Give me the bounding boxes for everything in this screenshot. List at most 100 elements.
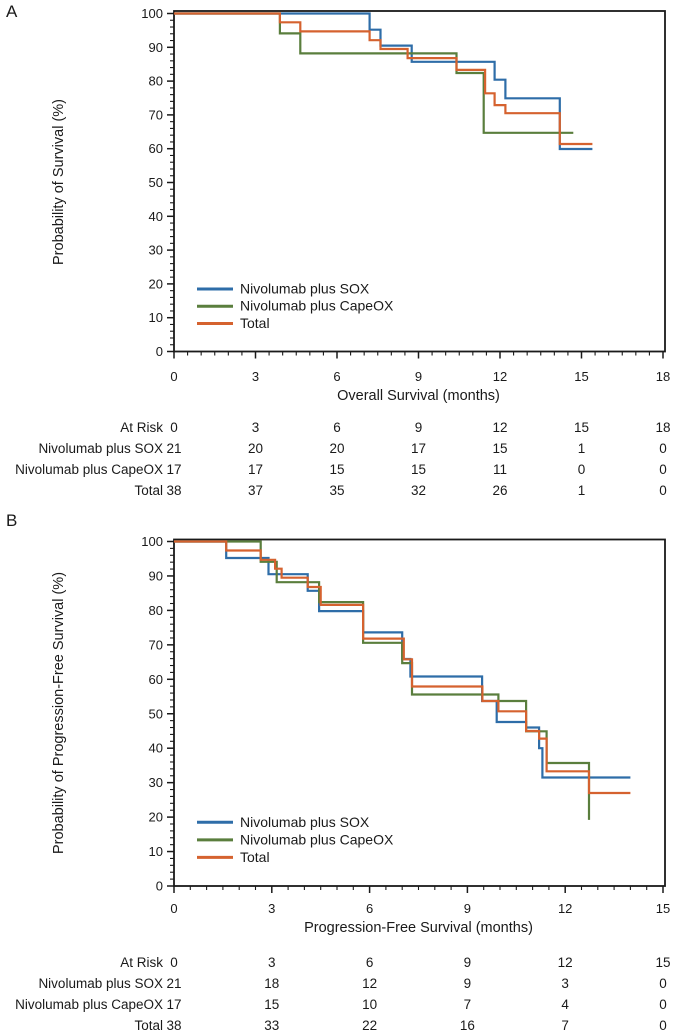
legend-label: Total [240, 849, 270, 865]
series-path-total [174, 540, 631, 795]
series-path-total [174, 12, 593, 146]
y-tick-label: 20 [149, 276, 163, 291]
x-axis-title: Progression-Free Survival (months) [304, 920, 533, 936]
at-risk-header-month: 12 [557, 955, 573, 970]
y-tick-label: 70 [149, 637, 163, 652]
at-risk-value: 37 [247, 483, 264, 498]
at-risk-value: 10 [362, 997, 378, 1012]
at-risk-value: 17 [166, 997, 182, 1012]
legend-label: Nivolumab plus CapeOX [240, 831, 394, 847]
at-risk-value: 0 [659, 997, 667, 1012]
y-tick-label: 40 [149, 209, 163, 224]
at-risk-value: 9 [463, 976, 472, 991]
at-risk-value: 1 [577, 441, 586, 456]
at-risk-value: 17 [247, 462, 264, 477]
panel-b-label: B [6, 511, 18, 530]
series-path-nivolumab-plus-capeox [174, 540, 591, 820]
at-risk-value: 38 [166, 483, 182, 498]
y-tick-label: 0 [156, 879, 163, 894]
plot-frame [173, 10, 666, 353]
y-axis-title: Probability of Survival (%) [51, 99, 67, 265]
y-axis-title: Probability of Progression-Free Survival… [51, 572, 67, 854]
at-risk-value: 1 [577, 483, 586, 498]
x-tick-label: 12 [558, 901, 572, 916]
y-tick-label: 20 [149, 810, 163, 825]
at-risk-row-label: Total [134, 1018, 163, 1033]
at-risk-header-month: 6 [333, 420, 341, 435]
at-risk-value: 16 [459, 1018, 475, 1033]
at-risk-value: 3 [561, 976, 569, 991]
y-tick-label: 10 [149, 310, 163, 325]
y-tick-label: 10 [149, 844, 163, 859]
y-tick-label: 60 [149, 141, 163, 156]
at-risk-value: 20 [329, 441, 345, 456]
at-risk-row-label: Nivolumab plus CapeOX [15, 462, 163, 477]
at-risk-value: 0 [659, 441, 667, 456]
x-tick-label: 3 [252, 369, 259, 384]
y-tick-label: 50 [149, 175, 163, 190]
at-risk-value: 21 [166, 441, 182, 456]
x-tick-label: 3 [268, 901, 275, 916]
at-risk-row-label: Nivolumab plus SOX [38, 441, 163, 456]
at-risk-row-label: Nivolumab plus CapeOX [15, 997, 163, 1012]
y-tick-label: 80 [149, 74, 163, 89]
at-risk-value: 20 [247, 441, 264, 456]
at-risk-header-month: 9 [414, 420, 423, 435]
at-risk-value: 18 [264, 976, 280, 991]
y-tick-label: 90 [149, 568, 163, 583]
at-risk-header-month: 3 [251, 420, 260, 435]
at-risk-row-label: Total [134, 483, 163, 498]
at-risk-header-label: At Risk [120, 420, 163, 435]
y-tick-label: 60 [149, 672, 163, 687]
at-risk-value: 7 [561, 1018, 569, 1033]
at-risk-header-month: 15 [655, 955, 671, 970]
y-tick-label: 100 [141, 534, 163, 549]
legend-label: Nivolumab plus SOX [240, 280, 370, 296]
at-risk-value: 21 [166, 976, 182, 991]
y-tick-label: 40 [149, 741, 163, 756]
at-risk-row-label: Nivolumab plus SOX [38, 976, 163, 991]
at-risk-value: 38 [166, 1018, 182, 1033]
at-risk-value: 33 [264, 1018, 280, 1033]
y-tick-label: 30 [149, 243, 163, 258]
x-tick-label: 15 [656, 901, 670, 916]
at-risk-header-month: 12 [492, 420, 508, 435]
x-tick-label: 15 [574, 369, 588, 384]
at-risk-value: 0 [659, 483, 667, 498]
at-risk-value: 17 [410, 441, 427, 456]
at-risk-value: 15 [410, 462, 427, 477]
at-risk-value: 0 [577, 462, 586, 477]
at-risk-header-month: 9 [463, 955, 472, 970]
at-risk-header-month: 18 [655, 420, 671, 435]
at-risk-value: 12 [362, 976, 378, 991]
at-risk-value: 0 [659, 462, 667, 477]
y-tick-label: 90 [149, 40, 163, 55]
y-tick-label: 70 [149, 107, 163, 122]
x-tick-label: 0 [170, 369, 177, 384]
y-tick-label: 50 [149, 706, 163, 721]
at-risk-header-label: At Risk [120, 955, 163, 970]
at-risk-value: 15 [264, 997, 280, 1012]
panel-a-label: A [6, 2, 18, 21]
at-risk-value: 15 [492, 441, 508, 456]
at-risk-header-month: 3 [268, 955, 276, 970]
y-tick-label: 30 [149, 775, 163, 790]
y-tick-label: 100 [141, 6, 163, 21]
x-tick-label: 6 [333, 369, 340, 384]
legend-label: Nivolumab plus SOX [240, 814, 370, 830]
at-risk-value: 11 [492, 462, 507, 477]
series-path-nivolumab-plus-sox [174, 12, 593, 151]
at-risk-value: 26 [492, 483, 508, 498]
at-risk-value: 0 [659, 976, 667, 991]
plot-frame [173, 538, 666, 887]
x-tick-label: 12 [493, 369, 507, 384]
x-tick-label: 0 [170, 901, 177, 916]
y-tick-label: 0 [156, 344, 163, 359]
x-tick-label: 9 [464, 901, 471, 916]
at-risk-header-month: 6 [365, 955, 374, 970]
y-tick-label: 80 [149, 603, 163, 618]
at-risk-value: 15 [329, 462, 345, 477]
x-axis-title: Overall Survival (months) [337, 388, 500, 404]
at-risk-value: 4 [561, 997, 569, 1012]
